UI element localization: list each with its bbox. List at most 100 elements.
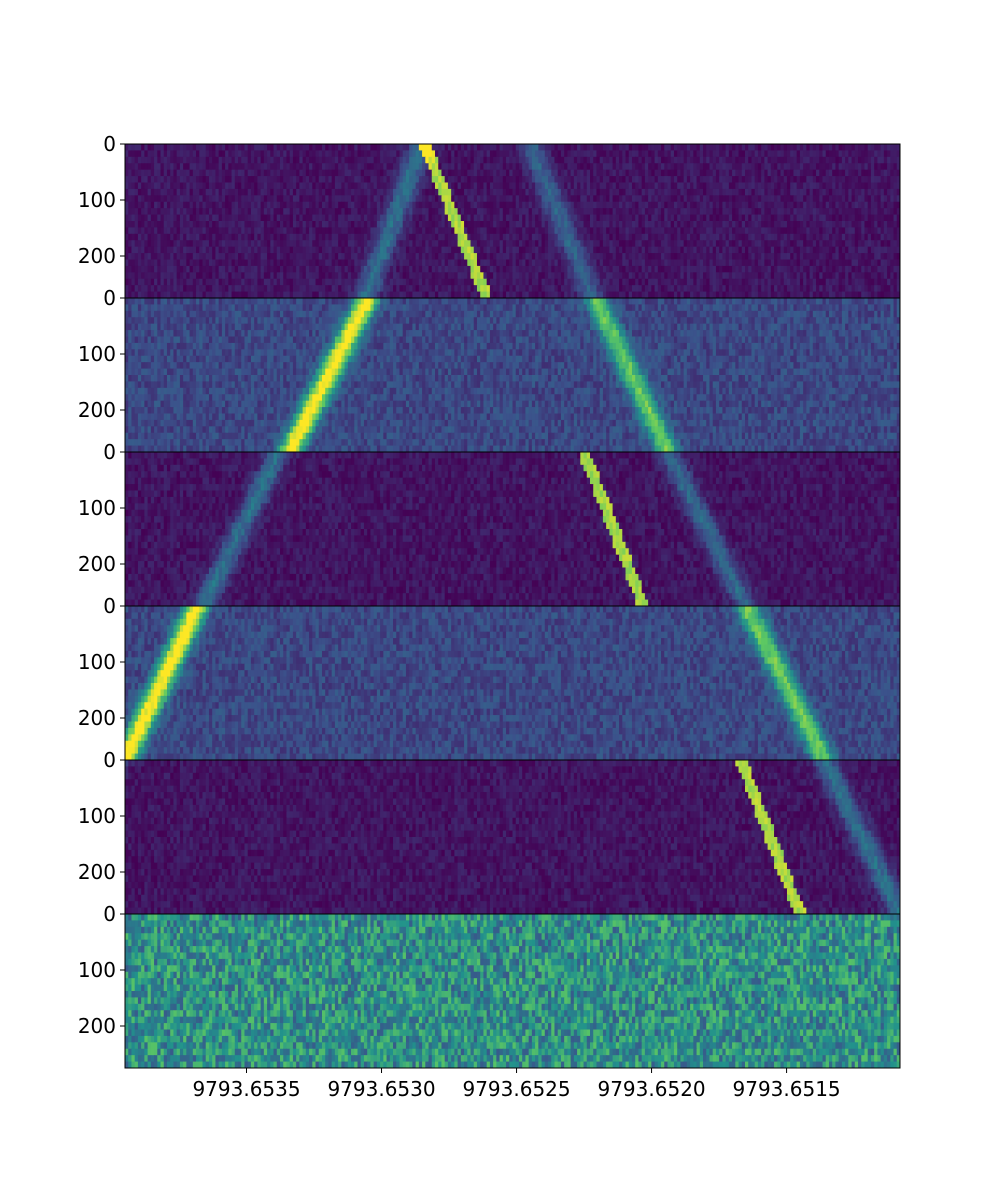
heatmap-cell [150, 259, 155, 267]
heatmap-cell [212, 156, 217, 164]
heatmap-cell [586, 150, 591, 158]
heatmap-cell [373, 227, 378, 235]
heatmap-cell [512, 221, 517, 229]
heatmap-cell [883, 169, 888, 177]
heatmap-cell [166, 188, 171, 196]
heatmap-cell [528, 240, 533, 248]
heatmap-cell [431, 272, 436, 280]
heatmap-cell [257, 265, 262, 273]
heatmap-cell [150, 188, 155, 196]
heatmap-cell [858, 144, 862, 152]
heatmap-cell [128, 240, 133, 248]
heatmap-cell [415, 214, 420, 222]
heatmap-cell [192, 240, 197, 248]
heatmap-cell [425, 221, 430, 229]
heatmap-cell [667, 259, 672, 267]
heatmap-cell [457, 201, 462, 209]
heatmap-cell [774, 144, 778, 152]
heatmap-cell [470, 169, 475, 177]
heatmap-cell [276, 156, 281, 164]
heatmap-cell [880, 195, 885, 203]
heatmap-cell [551, 182, 556, 190]
heatmap-cell [234, 214, 239, 222]
heatmap-cell [238, 156, 242, 164]
heatmap-cell [399, 150, 404, 158]
heatmap-cell [473, 253, 478, 261]
heatmap-cell [476, 195, 481, 203]
heatmap-cell [186, 195, 191, 203]
heatmap-cell [790, 182, 795, 190]
heatmap-cell [531, 201, 536, 209]
heatmap-cell [489, 214, 494, 222]
heatmap-cell [257, 195, 262, 203]
heatmap-cell [580, 201, 585, 209]
heatmap-cell [347, 156, 352, 164]
heatmap-cell [528, 150, 533, 158]
heatmap-cell [751, 208, 756, 216]
heatmap-cell [548, 163, 552, 171]
heatmap-cell [686, 240, 691, 248]
heatmap-cell [431, 144, 436, 152]
heatmap-cell [790, 221, 795, 229]
heatmap-cell [341, 221, 346, 229]
heatmap-cell [299, 144, 304, 152]
heatmap-cell [360, 240, 365, 248]
heatmap-cell [357, 195, 362, 203]
heatmap-cell [883, 233, 888, 241]
heatmap-cell [874, 169, 878, 177]
heatmap-cell [325, 221, 330, 229]
heatmap-cell [793, 195, 798, 203]
heatmap-cell [396, 221, 401, 229]
heatmap-cell [389, 214, 394, 222]
heatmap-cell [803, 188, 807, 196]
heatmap-cell [247, 195, 252, 203]
heatmap-cell [315, 169, 320, 177]
heatmap-cell [512, 233, 517, 241]
heatmap-cell [157, 144, 162, 152]
heatmap-cell [470, 240, 475, 248]
heatmap-cell [796, 144, 801, 152]
heatmap-cell [309, 246, 313, 254]
heatmap-cell [835, 150, 840, 158]
heatmap-cell [893, 208, 898, 216]
heatmap-cell [564, 240, 568, 248]
heatmap-cell [137, 272, 142, 280]
heatmap-cell [309, 253, 313, 261]
heatmap-cell [493, 144, 497, 152]
heatmap-cell [338, 221, 342, 229]
heatmap-cell [790, 201, 795, 209]
heatmap-cell [751, 253, 756, 261]
heatmap-cell [596, 188, 601, 196]
heatmap-cell [370, 208, 375, 216]
heatmap-cell [409, 265, 413, 273]
heatmap-cell [283, 208, 288, 216]
heatmap-cell [667, 246, 672, 254]
heatmap-cell [292, 240, 297, 248]
heatmap-cell [812, 144, 817, 152]
heatmap-cell [683, 144, 688, 152]
heatmap-cell [725, 253, 730, 261]
heatmap-cell [299, 214, 304, 222]
heatmap-cell [418, 150, 423, 158]
heatmap-cell [518, 227, 523, 235]
heatmap-cell [254, 150, 258, 158]
heatmap-cell [280, 233, 284, 241]
heatmap-cell [841, 182, 846, 190]
heatmap-cell [528, 233, 533, 241]
heatmap-cell [460, 156, 465, 164]
heatmap-cell [192, 156, 197, 164]
heatmap-cell [228, 195, 233, 203]
heatmap-cell [822, 156, 827, 164]
heatmap-cell [257, 246, 262, 254]
heatmap-cell [806, 208, 811, 216]
heatmap-cell [189, 208, 194, 216]
heatmap-cell [321, 227, 326, 235]
heatmap-cell [163, 195, 168, 203]
heatmap-cell [260, 156, 265, 164]
heatmap-cell [661, 227, 665, 235]
heatmap-cell [812, 246, 817, 254]
heatmap-cell [541, 156, 546, 164]
heatmap-cell [454, 163, 459, 171]
heatmap-cell [806, 246, 811, 254]
heatmap-cell [460, 150, 465, 158]
